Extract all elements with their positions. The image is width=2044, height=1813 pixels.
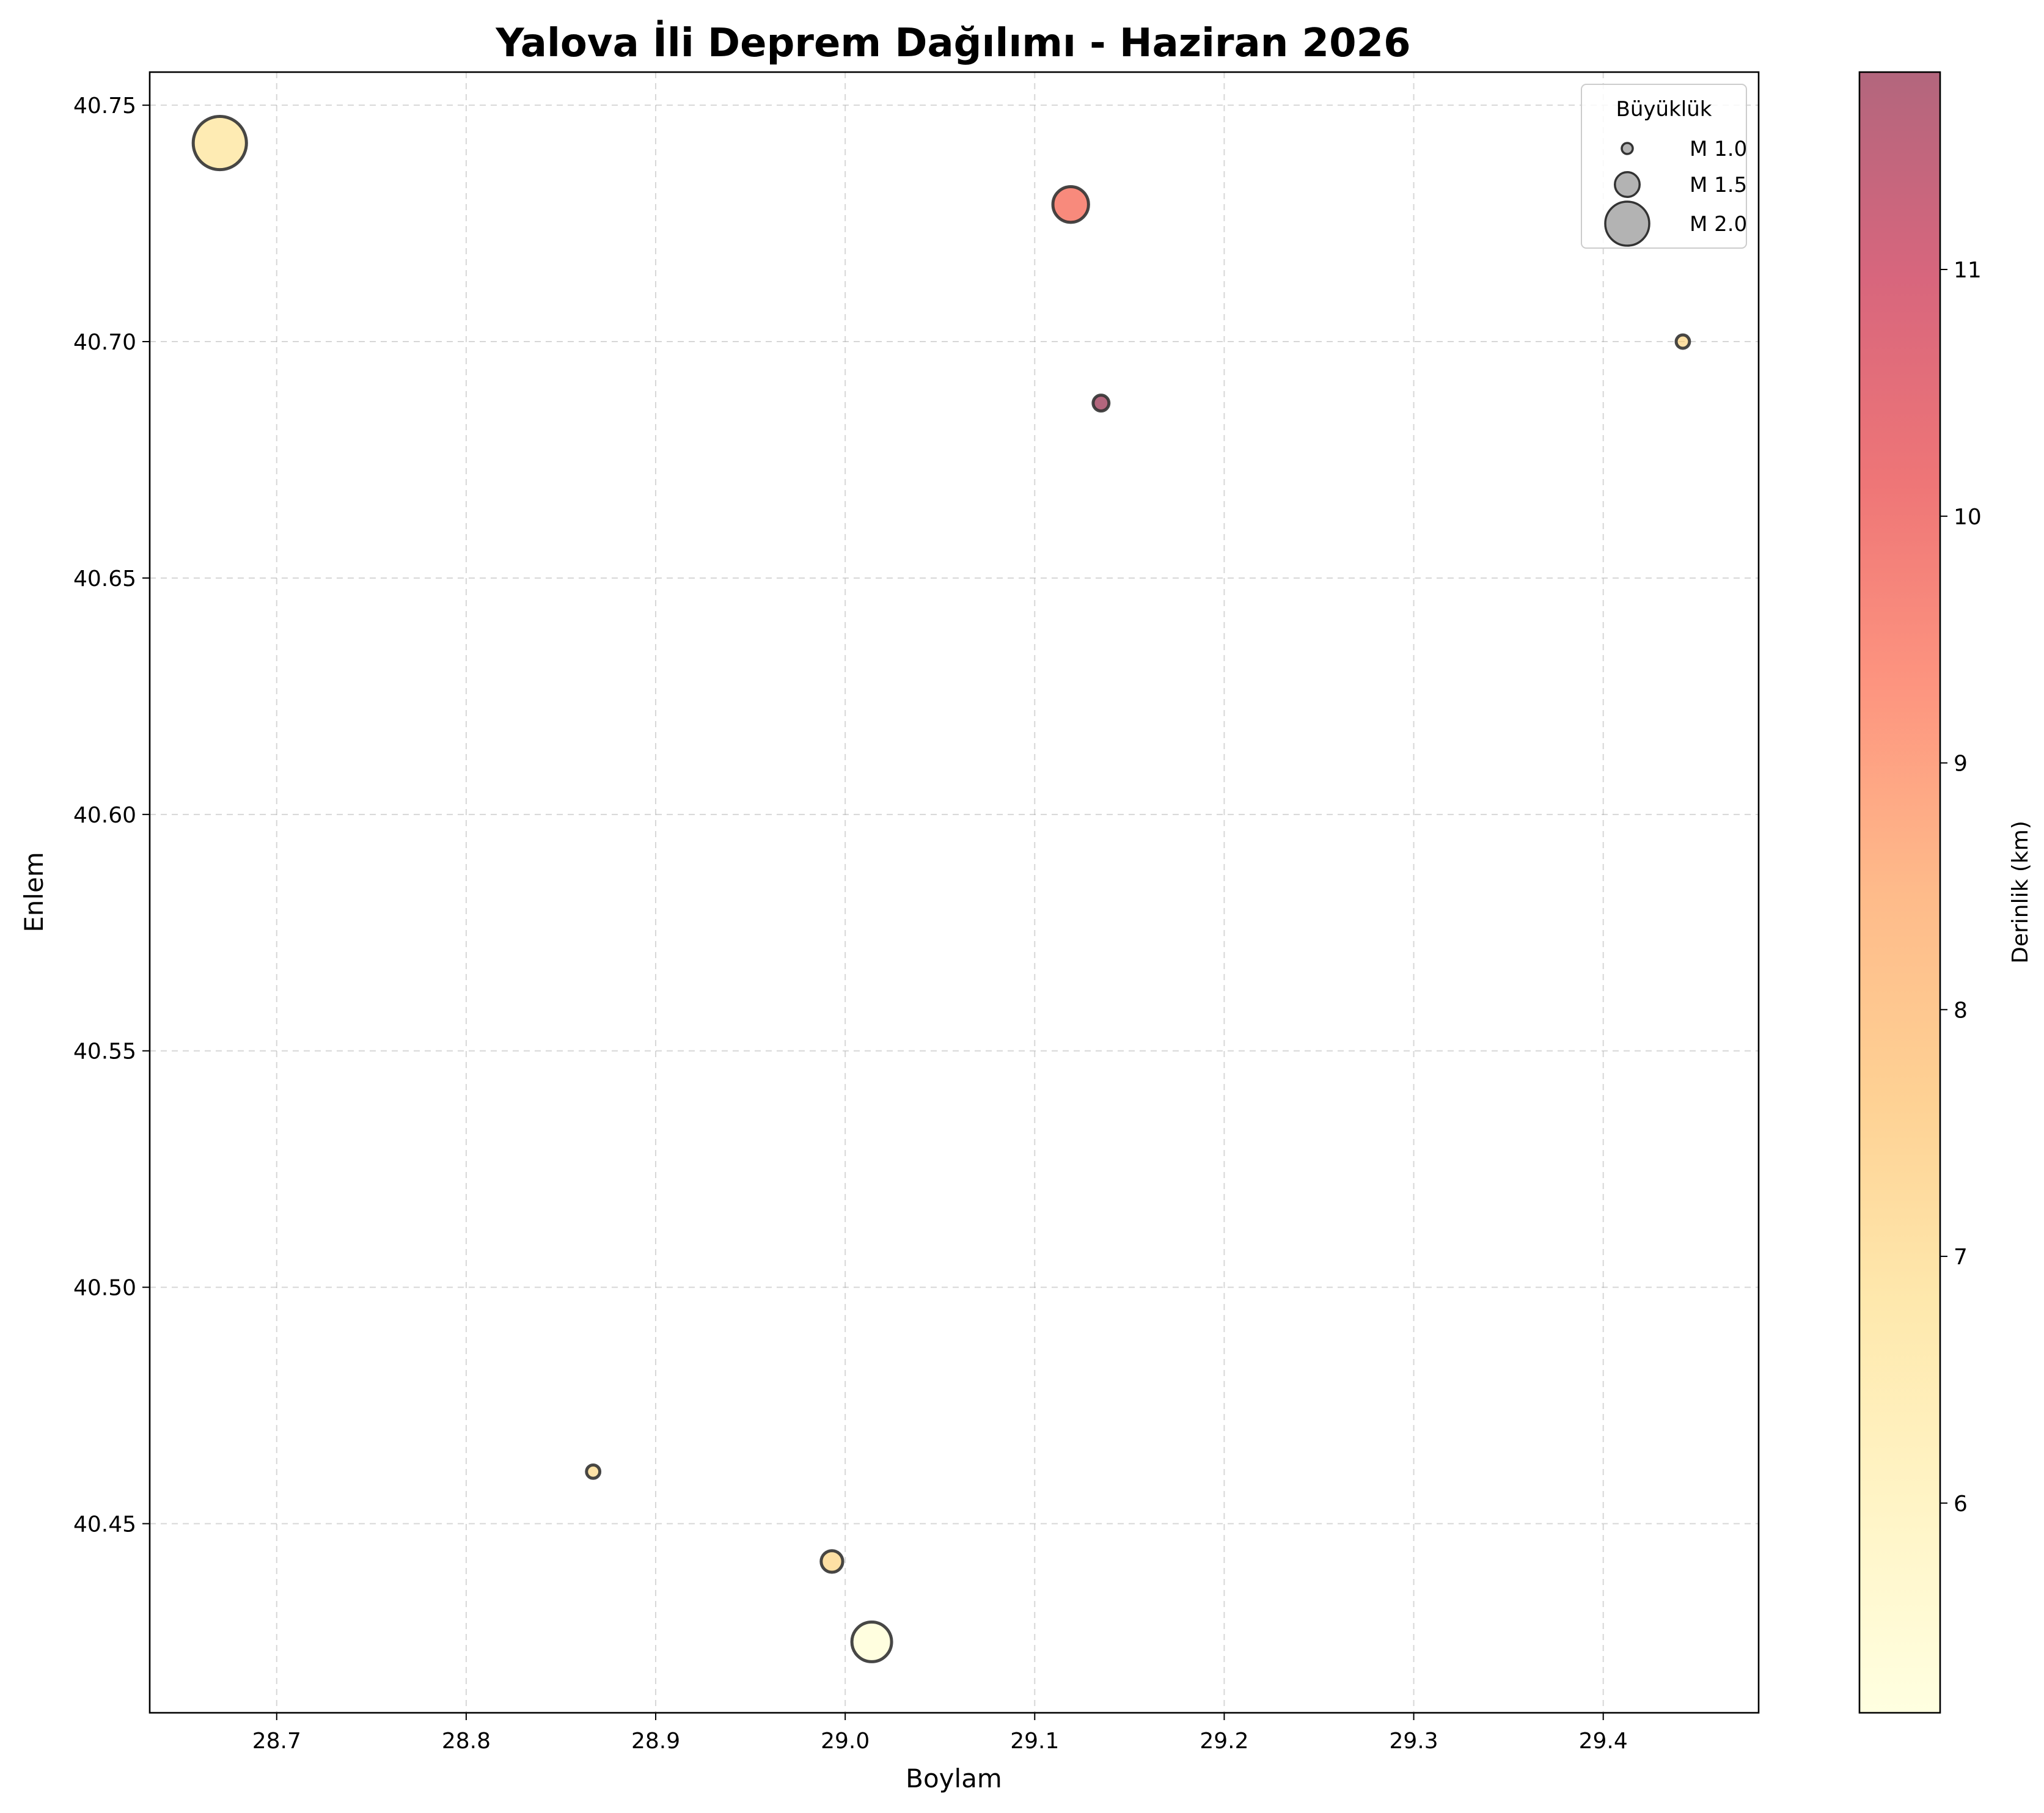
- colorbar-tick-label: 9: [1954, 752, 1968, 777]
- legend-marker: [1621, 142, 1634, 155]
- colorbar-tick-label: 11: [1954, 258, 1982, 283]
- colorbar-tick-label: 8: [1954, 998, 1968, 1023]
- chart-title: Yalova İli Deprem Dağılımı - Haziran 202…: [495, 20, 1410, 66]
- colorbar: 6 7 8 9 10 11 Derinlik (km): [1858, 71, 2033, 1714]
- y-axis-label: Enlem: [19, 852, 49, 932]
- x-axis-label: Boylam: [906, 1764, 1002, 1793]
- earthquake-point: [585, 1463, 602, 1480]
- x-tick-label: 28.8: [442, 1729, 491, 1754]
- x-tick-label: 29.4: [1579, 1729, 1628, 1754]
- y-axis: 40.45 40.50 40.55 40.60 40.65 40.70 40.75: [73, 93, 150, 1537]
- earthquake-point: [191, 115, 248, 172]
- legend-entries: M 1.0 M 1.5 M 2.0: [1604, 137, 1747, 247]
- x-tick-label: 28.9: [631, 1729, 680, 1754]
- size-legend: Büyüklük M 1.0 M 1.5 M 2.0: [1581, 84, 1747, 249]
- x-tick-label: 28.7: [252, 1729, 301, 1754]
- colorbar-label: Derinlik (km): [2008, 821, 2033, 964]
- legend-label: M 1.5: [1690, 173, 1747, 197]
- x-tick-label: 29.3: [1389, 1729, 1438, 1754]
- legend-label: M 2.0: [1690, 212, 1747, 236]
- colorbar-gradient: [1859, 72, 1940, 1713]
- y-tick-label: 40.45: [73, 1512, 136, 1537]
- data-points: [191, 115, 1691, 1663]
- colorbar-ticks: 6 7 8 9 10 11: [1940, 258, 1982, 1517]
- earthquake-point: [1674, 333, 1691, 350]
- colorbar-frame: [1858, 71, 1941, 1714]
- y-tick-label: 40.70: [73, 330, 136, 355]
- legend-title: Büyüklük: [1616, 97, 1712, 122]
- earthquake-point: [1051, 185, 1090, 224]
- x-axis: 28.7 28.8 28.9 29.0 29.1 29.2 29.3 29.4: [252, 1713, 1628, 1754]
- colorbar-tick-label: 10: [1954, 505, 1982, 530]
- x-tick-label: 29.1: [1010, 1729, 1059, 1754]
- y-tick-label: 40.65: [73, 566, 136, 592]
- earthquake-point: [850, 1620, 893, 1663]
- grid: [150, 72, 1759, 1713]
- legend-marker: [1614, 171, 1641, 198]
- y-tick-label: 40.50: [73, 1276, 136, 1301]
- x-tick-label: 29.2: [1200, 1729, 1248, 1754]
- colorbar-tick-label: 6: [1954, 1492, 1968, 1517]
- earthquake-point: [1091, 394, 1111, 413]
- colorbar-tick-label: 7: [1954, 1245, 1968, 1270]
- legend-label: M 1.0: [1690, 137, 1747, 161]
- earthquake-point: [819, 1549, 844, 1574]
- x-tick-label: 29.0: [821, 1729, 870, 1754]
- plot-frame: [148, 71, 1760, 1714]
- y-tick-label: 40.55: [73, 1039, 136, 1064]
- y-tick-label: 40.75: [73, 93, 136, 119]
- y-tick-label: 40.60: [73, 803, 136, 828]
- legend-marker: [1604, 200, 1650, 247]
